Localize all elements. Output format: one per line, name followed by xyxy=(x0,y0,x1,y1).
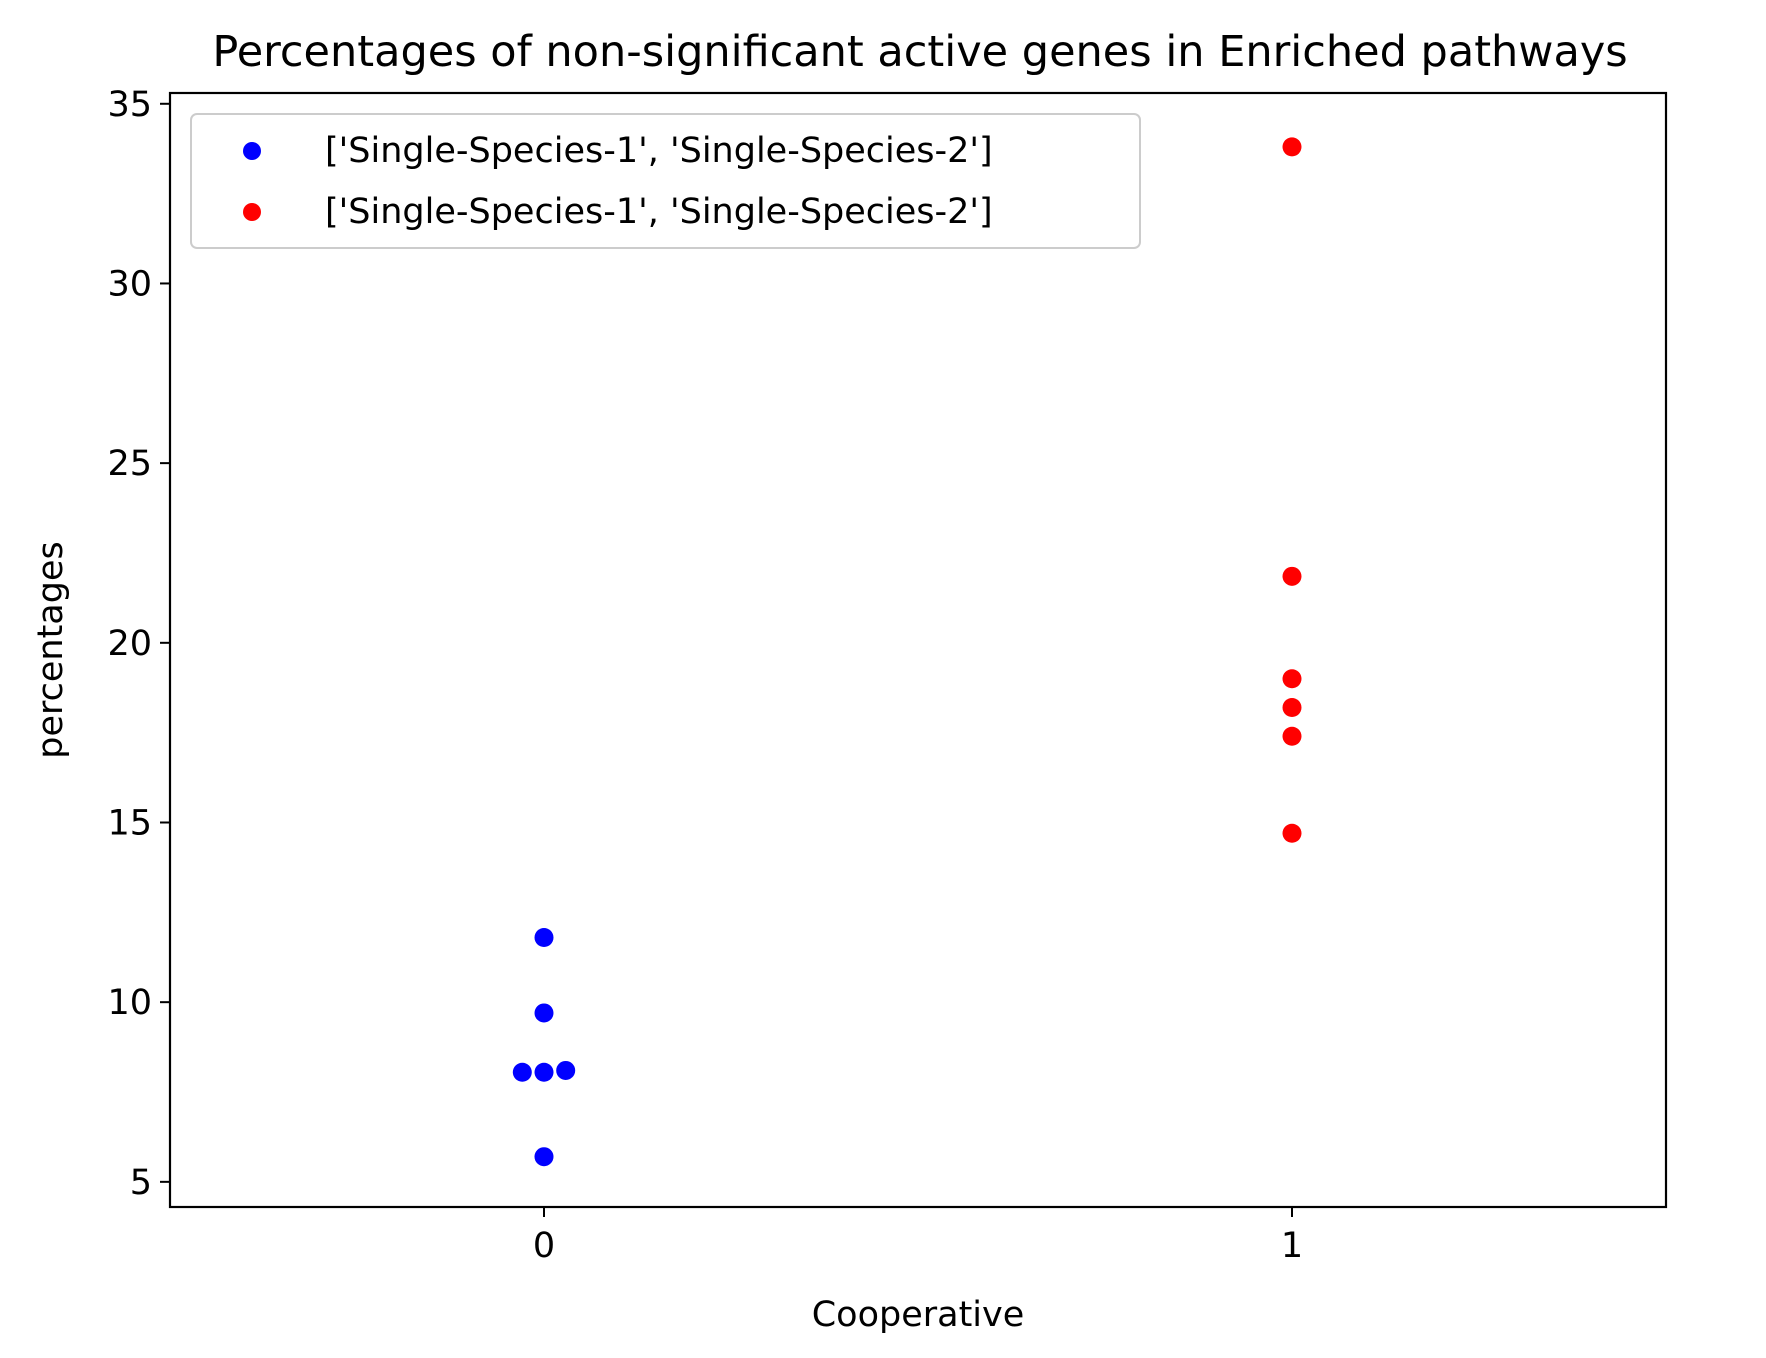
y-tick-label: 35 xyxy=(107,85,152,125)
y-tick-label: 20 xyxy=(107,624,152,664)
x-axis-label: Cooperative xyxy=(812,1295,1025,1335)
data-point-series-1 xyxy=(1282,566,1302,586)
x-tick-label: 1 xyxy=(1281,1226,1303,1266)
data-point-series-1 xyxy=(1282,697,1302,717)
data-point-series-0 xyxy=(534,927,554,947)
data-points xyxy=(512,137,1302,1167)
data-point-series-0 xyxy=(512,1062,532,1082)
legend: ['Single-Species-1', 'Single-Species-2']… xyxy=(190,113,1141,249)
y-tick-label: 15 xyxy=(107,803,152,843)
legend-marker-red xyxy=(243,203,261,221)
data-point-series-0 xyxy=(534,1003,554,1023)
legend-marker-blue xyxy=(243,142,261,160)
y-tick-label: 10 xyxy=(107,983,152,1023)
y-tick-label: 25 xyxy=(107,444,152,484)
chart-title: Percentages of non-significant active ge… xyxy=(212,27,1627,77)
data-point-series-0 xyxy=(534,1147,554,1167)
y-axis: 5 10 15 20 25 30 35 xyxy=(107,85,170,1203)
data-point-series-1 xyxy=(1282,669,1302,689)
data-point-series-1 xyxy=(1282,726,1302,746)
plot-area xyxy=(168,91,1668,1209)
y-tick-label: 5 xyxy=(130,1163,152,1203)
data-point-series-0 xyxy=(556,1060,576,1080)
y-axis-label: percentages xyxy=(31,541,71,759)
data-point-series-1 xyxy=(1282,823,1302,843)
legend-label-1: ['Single-Species-1', 'Single-Species-2'] xyxy=(325,192,993,232)
data-point-series-0 xyxy=(534,1062,554,1082)
data-point-series-1 xyxy=(1282,137,1302,157)
legend-box xyxy=(190,113,1141,249)
legend-label-0: ['Single-Species-1', 'Single-Species-2'] xyxy=(325,131,993,171)
x-tick-label: 0 xyxy=(533,1226,555,1266)
y-tick-label: 30 xyxy=(107,264,152,304)
